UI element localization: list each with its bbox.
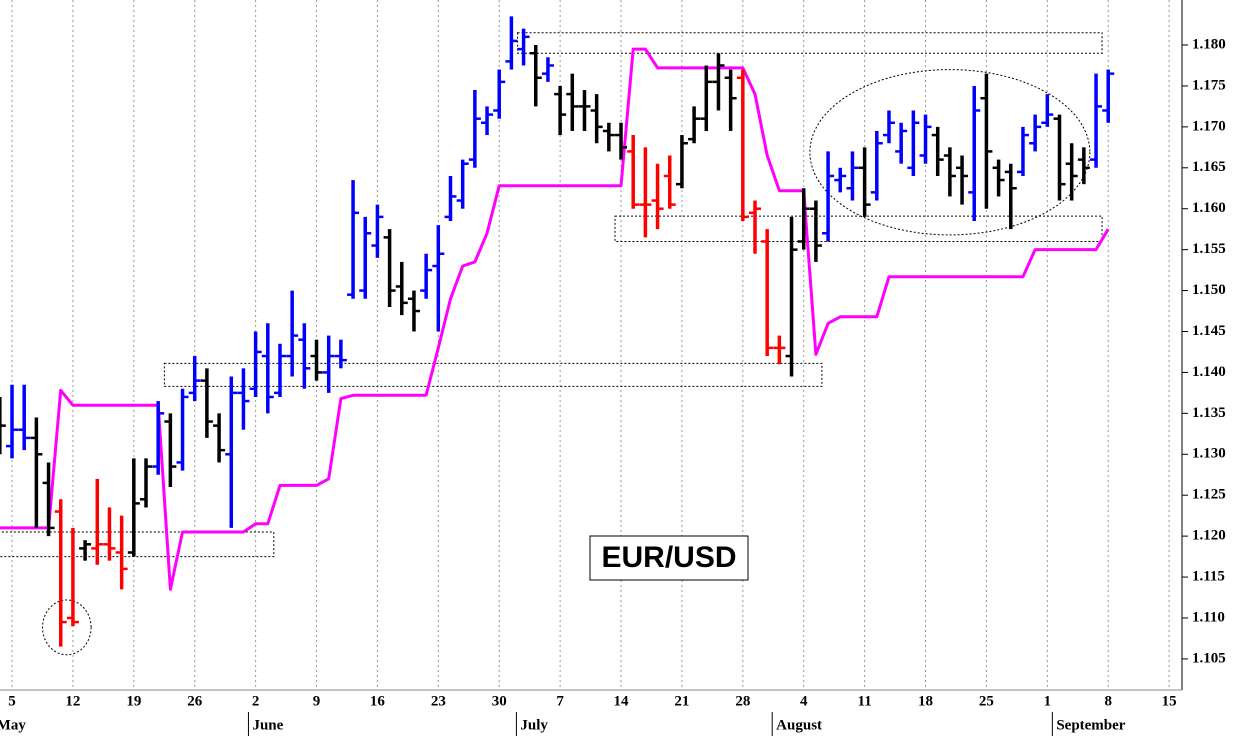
x-tick-label: 26: [187, 693, 203, 709]
month-label: June: [252, 717, 283, 733]
month-label: July: [520, 717, 548, 733]
x-tick-label: 16: [370, 693, 386, 709]
zone-box: [163, 362, 823, 387]
x-tick-label: 14: [614, 693, 630, 709]
x-tick-label: 12: [65, 693, 80, 709]
zone-box: [614, 215, 1103, 242]
zone-ellipse: [42, 599, 92, 656]
x-tick-label: 8: [1104, 693, 1112, 709]
x-tick-label: 19: [126, 693, 141, 709]
y-tick-label: 1.120: [1192, 528, 1226, 544]
y-tick-label: 1.125: [1192, 487, 1226, 503]
y-tick-label: 1.110: [1192, 609, 1225, 625]
month-label: September: [1056, 717, 1125, 733]
y-tick-label: 1.145: [1192, 323, 1226, 339]
zone-ellipse: [809, 69, 1091, 236]
y-tick-label: 1.105: [1192, 650, 1226, 666]
x-tick-label: 28: [735, 693, 750, 709]
x-tick-label: 21: [674, 693, 689, 709]
y-tick-label: 1.180: [1192, 36, 1226, 52]
zone-box: [517, 32, 1103, 54]
plot-area: [0, 0, 1170, 690]
y-tick-label: 1.130: [1192, 446, 1226, 462]
y-tick-label: 1.135: [1192, 405, 1226, 421]
month-label: August: [776, 717, 822, 733]
x-tick-label: 2: [252, 693, 260, 709]
y-tick-label: 1.160: [1192, 200, 1226, 216]
y-tick-label: 1.140: [1192, 364, 1226, 380]
y-tick-label: 1.115: [1192, 568, 1225, 584]
chart-label: EUR/USD: [601, 541, 736, 574]
y-tick-label: 1.165: [1192, 159, 1226, 175]
x-tick-label: 11: [858, 693, 872, 709]
y-tick-label: 1.170: [1192, 118, 1226, 134]
y-tick-label: 1.175: [1192, 77, 1226, 93]
x-tick-label: 15: [1162, 693, 1177, 709]
x-tick-label: 7: [556, 693, 564, 709]
y-tick-label: 1.150: [1192, 282, 1226, 298]
x-tick-label: 9: [313, 693, 321, 709]
x-tick-label: 25: [979, 693, 994, 709]
label-box: [589, 535, 749, 581]
x-tick-label: 18: [918, 693, 933, 709]
x-tick-label: 4: [800, 693, 808, 709]
x-tick-label: 1: [1044, 693, 1052, 709]
x-tick-label: 5: [8, 693, 16, 709]
x-tick-label: 23: [431, 693, 446, 709]
y-tick-label: 1.155: [1192, 241, 1226, 257]
x-tick-label: 30: [492, 693, 507, 709]
month-label: May: [0, 717, 26, 733]
indicator-line: [0, 47, 1110, 591]
